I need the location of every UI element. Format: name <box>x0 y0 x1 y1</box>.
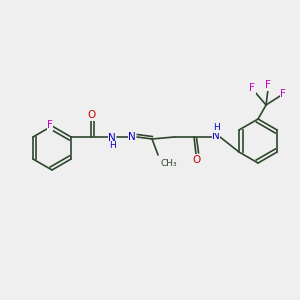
Text: F: F <box>47 120 53 130</box>
Text: H: H <box>213 124 219 133</box>
Text: O: O <box>87 110 95 120</box>
Text: N: N <box>212 131 220 141</box>
Text: CH₃: CH₃ <box>160 159 177 168</box>
Text: F: F <box>249 83 255 93</box>
Text: H: H <box>109 142 116 151</box>
Text: N: N <box>108 133 116 143</box>
Text: N: N <box>128 132 136 142</box>
Text: F: F <box>280 89 286 99</box>
Text: F: F <box>265 80 271 90</box>
Text: O: O <box>192 155 200 165</box>
